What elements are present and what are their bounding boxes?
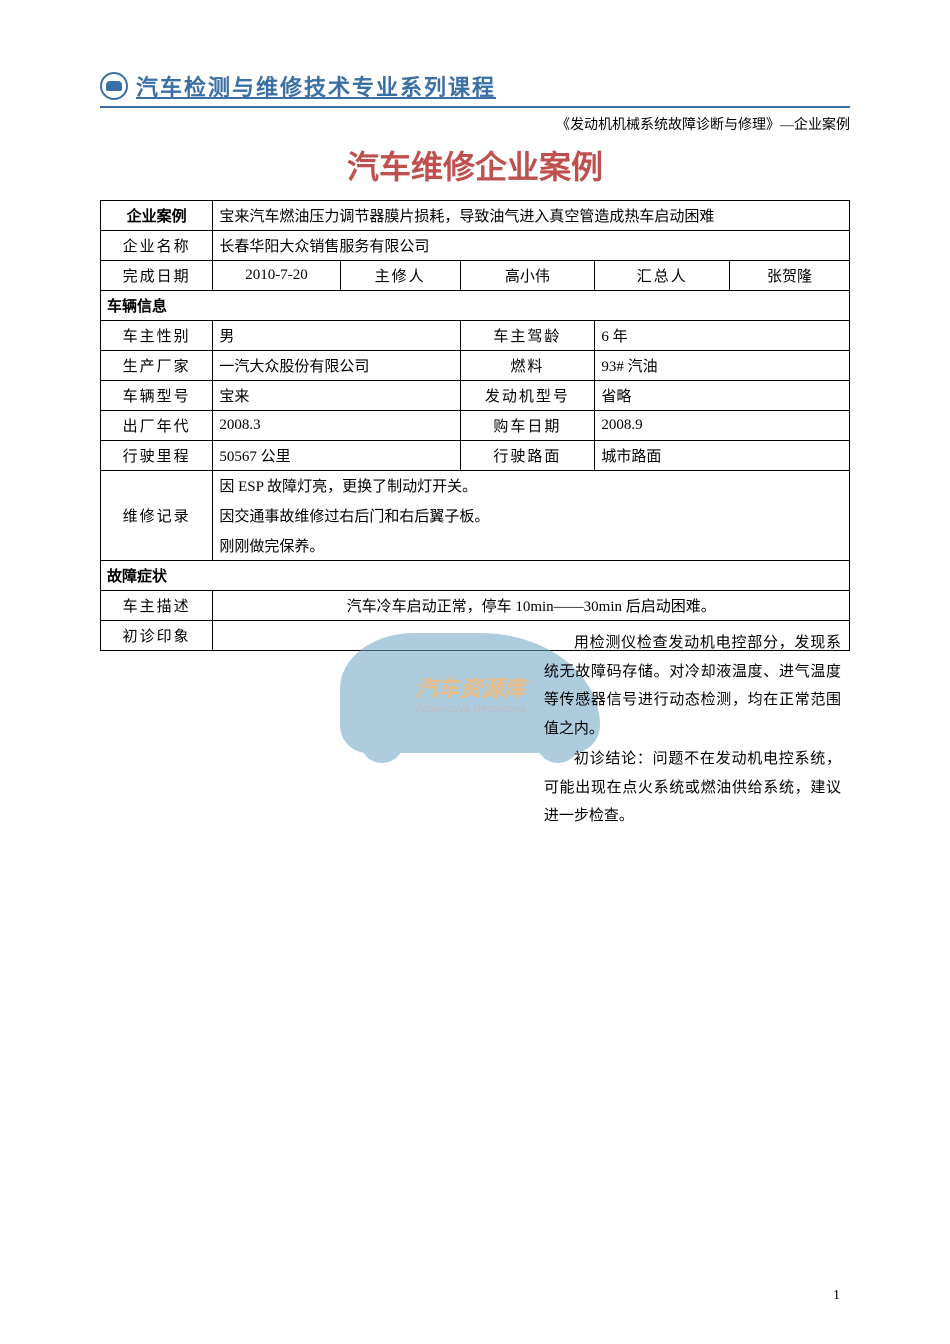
car-logo-icon (100, 72, 128, 100)
mileage-label: 行驶里程 (101, 441, 213, 471)
fuel-label: 燃料 (460, 351, 595, 381)
case-text: 宝来汽车燃油压力调节器膜片损耗，导致油气进入真空管造成热车启动困难 (213, 201, 850, 231)
model-label: 车辆型号 (101, 381, 213, 411)
road-label: 行驶路面 (460, 441, 595, 471)
buy-date-label: 购车日期 (460, 411, 595, 441)
gender-value: 男 (213, 321, 460, 351)
buy-date-value: 2008.9 (595, 411, 850, 441)
date-value: 2010-7-20 (213, 261, 340, 291)
history-line3: 刚刚做完保养。 (213, 531, 850, 561)
fuel-value: 93# 汽油 (595, 351, 850, 381)
year-label: 出厂年代 (101, 411, 213, 441)
mileage-value: 50567 公里 (213, 441, 460, 471)
model-value: 宝来 (213, 381, 460, 411)
vehicle-section-header: 车辆信息 (101, 291, 850, 321)
case-label: 企业案例 (101, 201, 213, 231)
series-title: 汽车检测与维修技术专业系列课程 (136, 70, 496, 102)
document-subtitle: 《发动机机械系统故障诊断与修理》—企业案例 (100, 114, 850, 134)
watermark-en: Automotive Resources (415, 703, 526, 715)
road-value: 城市路面 (595, 441, 850, 471)
initial-diagnosis-text: 用检测仪检查发动机电控部分，发现系统无故障码存储。对冷却液温度、进气温度等传感器… (544, 629, 841, 833)
gender-label: 车主性别 (101, 321, 213, 351)
year-value: 2008.3 (213, 411, 460, 441)
initial-p2: 初诊结论：问题不在发动机电控系统，可能出现在点火系统或燃油供给系统，建议进一步检… (544, 745, 841, 831)
maker-label: 生产厂家 (101, 351, 213, 381)
maker-value: 一汽大众股份有限公司 (213, 351, 460, 381)
owner-desc-label: 车主描述 (101, 591, 213, 621)
page-number: 1 (833, 1288, 840, 1304)
initial-label: 初诊印象 (101, 621, 213, 651)
watermark-cn: 汽车资源库 (415, 671, 526, 703)
driving-age-value: 6 年 (595, 321, 850, 351)
initial-cell: 汽车资源库 Automotive Resources 用检测仪检查发动机电控部分… (213, 621, 850, 651)
history-line1: 因 ESP 故障灯亮，更换了制动灯开关。 (213, 471, 850, 501)
history-line2: 因交通事故维修过右后门和右后翼子板。 (213, 501, 850, 531)
driving-age-label: 车主驾龄 (460, 321, 595, 351)
company-value: 长春华阳大众销售服务有限公司 (213, 231, 850, 261)
symptom-section-header: 故障症状 (101, 561, 850, 591)
history-label: 维修记录 (101, 471, 213, 561)
engine-value: 省略 (595, 381, 850, 411)
summarizer-label: 汇总人 (595, 261, 730, 291)
company-label: 企业名称 (101, 231, 213, 261)
initial-p1: 用检测仪检查发动机电控部分，发现系统无故障码存储。对冷却液温度、进气温度等传感器… (544, 629, 841, 743)
document-main-title: 汽车维修企业案例 (100, 142, 850, 188)
mechanic-label: 主修人 (340, 261, 460, 291)
date-label: 完成日期 (101, 261, 213, 291)
series-header: 汽车检测与维修技术专业系列课程 (100, 70, 850, 108)
mechanic-value: 高小伟 (460, 261, 595, 291)
summarizer-value: 张贺隆 (730, 261, 850, 291)
owner-desc-value: 汽车冷车启动正常，停车 10min——30min 后启动困难。 (213, 591, 850, 621)
engine-label: 发动机型号 (460, 381, 595, 411)
case-table: 企业案例 宝来汽车燃油压力调节器膜片损耗，导致油气进入真空管造成热车启动困难 企… (100, 200, 850, 651)
